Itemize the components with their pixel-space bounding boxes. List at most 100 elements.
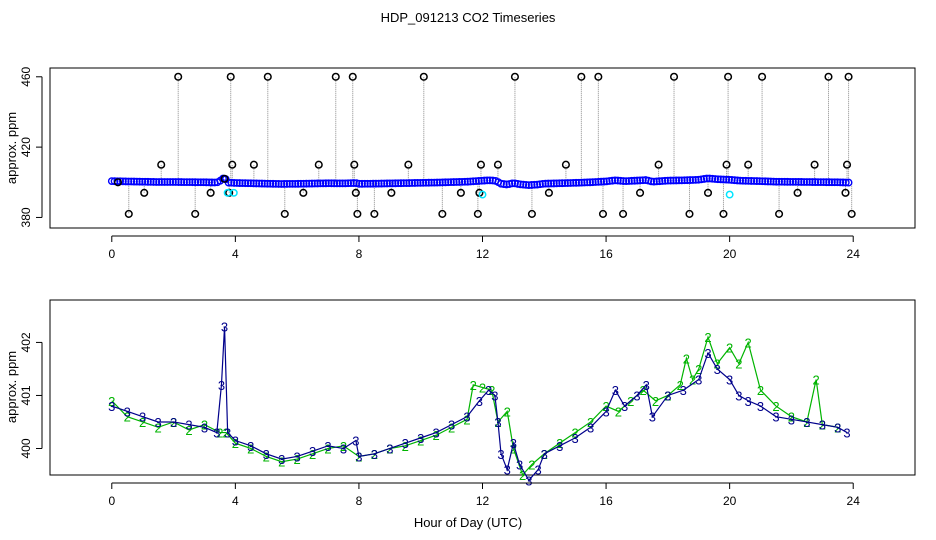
baseline-point	[672, 176, 681, 185]
baseline-point	[166, 178, 175, 186]
baseline-point	[702, 174, 711, 183]
series-3-marker: 3	[218, 378, 225, 393]
baseline-point	[825, 178, 834, 187]
series-2-marker: 2	[772, 399, 779, 414]
outlier-point	[331, 72, 340, 81]
baseline-point	[555, 179, 564, 188]
series-3-marker: 3	[497, 447, 504, 462]
outlier-point	[544, 188, 553, 197]
baseline-point	[802, 178, 811, 186]
series-2-marker: 2	[510, 441, 517, 456]
outlier-point	[206, 188, 215, 197]
baseline-point	[800, 178, 808, 186]
baseline-point	[563, 179, 572, 187]
series-3-marker: 3	[803, 415, 810, 430]
baseline-point	[238, 179, 247, 188]
series-2-marker: 2	[528, 457, 535, 472]
outlier-point	[493, 160, 502, 169]
baseline-point	[472, 177, 480, 186]
baseline-point	[424, 178, 433, 187]
series-2-marker: 2	[232, 436, 239, 451]
baseline-point	[305, 179, 314, 188]
baseline-point	[469, 177, 478, 186]
baseline-point	[708, 174, 717, 183]
baseline-point	[477, 176, 486, 185]
series-3-marker: 3	[324, 439, 331, 454]
series-3-marker: 3	[170, 415, 177, 430]
baseline-point	[549, 179, 558, 188]
series-3-marker: 3	[185, 418, 192, 433]
baseline-point	[410, 179, 419, 187]
top-x-tick-label: 8	[356, 247, 363, 261]
outlier-point	[348, 72, 357, 81]
baseline-point	[452, 178, 461, 186]
baseline-point	[397, 179, 405, 188]
baseline-point	[572, 178, 581, 187]
bottom-x-tick-label: 8	[356, 494, 363, 508]
outlier-point	[157, 160, 166, 169]
baseline-point	[244, 179, 252, 188]
series-2-marker: 2	[640, 383, 647, 398]
baseline-point	[561, 179, 569, 188]
baseline-point	[160, 178, 169, 186]
baseline-point	[169, 178, 177, 186]
baseline-point	[497, 179, 505, 188]
series-3-marker: 3	[491, 388, 498, 403]
series-3-marker: 3	[695, 373, 702, 388]
series-3-marker: 3	[294, 449, 301, 464]
baseline-point	[527, 181, 536, 189]
outlier-point	[842, 160, 852, 169]
baseline-point	[405, 179, 414, 187]
baseline-point	[277, 180, 286, 188]
baseline-point	[714, 175, 722, 184]
baseline-point	[736, 176, 745, 185]
series-3-marker: 3	[633, 388, 640, 403]
outlier-point	[351, 188, 360, 197]
baseline-point	[435, 178, 444, 187]
series-3-marker: 3	[819, 418, 826, 433]
series-2-marker: 2	[222, 426, 229, 441]
series-2-marker: 2	[185, 423, 192, 438]
baseline-point	[744, 176, 753, 185]
baseline-point	[588, 178, 597, 187]
series-3-marker: 3	[726, 373, 733, 388]
series-3-marker: 3	[309, 444, 316, 459]
outlier-point	[174, 72, 183, 81]
baseline-point	[822, 178, 831, 187]
baseline-point	[658, 177, 667, 185]
outlier-point	[810, 160, 819, 169]
baseline-point	[558, 179, 567, 188]
baseline-point	[199, 178, 208, 187]
baseline-point	[733, 176, 742, 185]
baseline-point	[316, 179, 325, 188]
baseline-point	[619, 177, 628, 185]
baseline-point	[177, 178, 186, 186]
baseline-point	[205, 178, 213, 187]
baseline-point	[625, 177, 633, 185]
top-x-tick-label: 4	[232, 247, 239, 261]
outlier-point	[793, 188, 802, 197]
series-2-marker: 2	[602, 399, 609, 414]
baseline-point	[230, 179, 239, 187]
series-2-marker: 2	[139, 415, 146, 430]
baseline-point	[797, 178, 806, 186]
baseline-point	[600, 177, 608, 186]
baseline-point	[188, 178, 197, 187]
series-3-marker: 3	[476, 394, 483, 409]
baseline-point	[299, 179, 308, 188]
series-3-marker: 3	[745, 394, 752, 409]
series-2-marker: 2	[652, 394, 659, 409]
baseline-point	[171, 178, 180, 186]
outlier-point	[370, 209, 379, 218]
baseline-point	[727, 176, 736, 184]
baseline-point	[783, 177, 792, 186]
top-x-axis: 0 4 8 12 16 20 24	[108, 235, 860, 261]
baseline-point	[652, 177, 661, 186]
series-3-marker: 3	[516, 457, 523, 472]
baseline-point	[430, 178, 439, 187]
baseline-point	[833, 178, 842, 187]
baseline-point	[227, 178, 236, 187]
top-y-tick-label: 380	[19, 207, 33, 227]
outlier-point	[226, 72, 235, 81]
